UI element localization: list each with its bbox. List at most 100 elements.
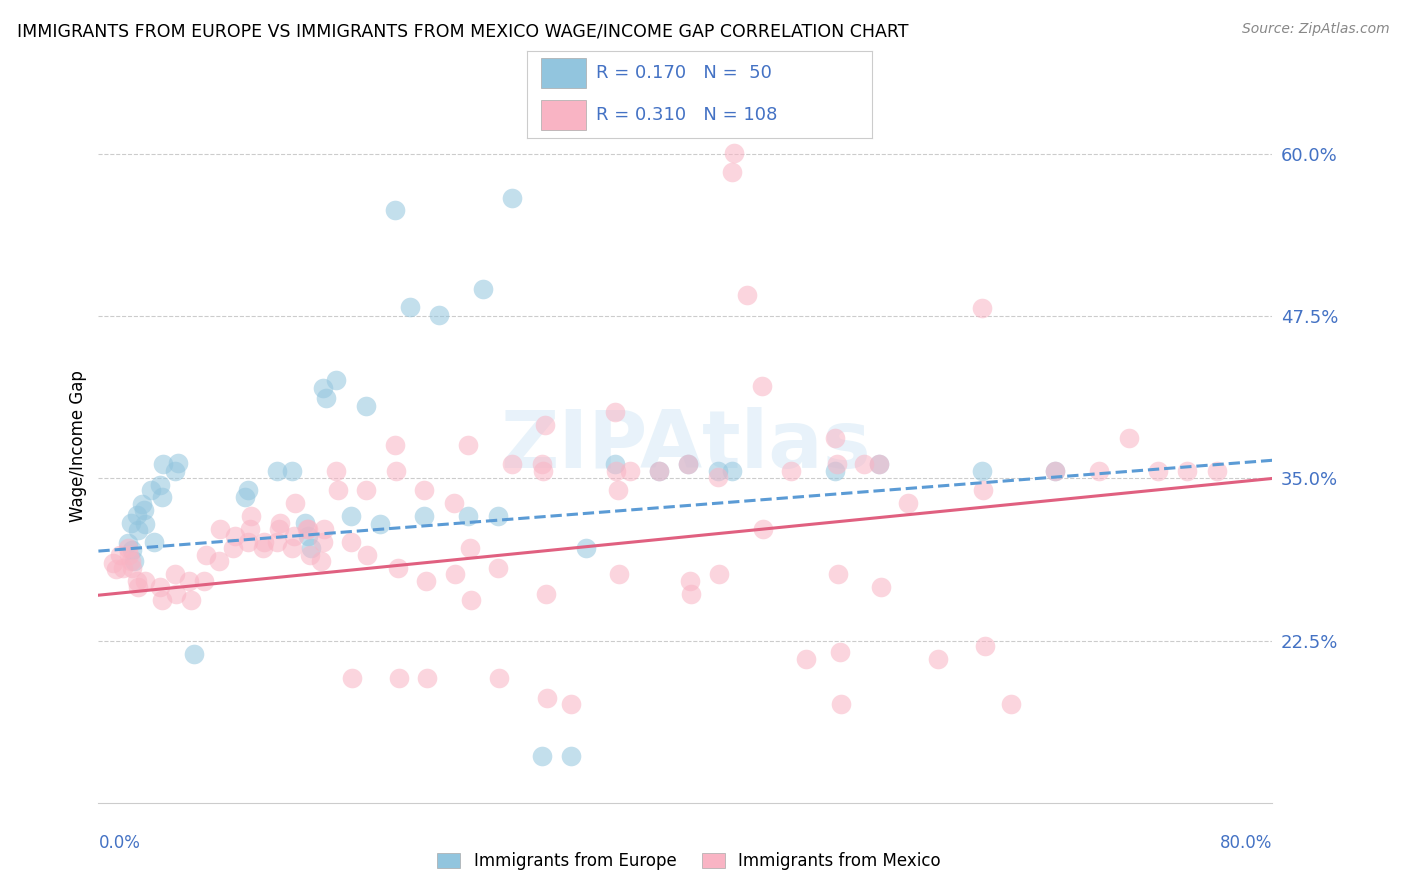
Point	[619, 464, 641, 478]
Point	[269, 516, 291, 530]
Point	[706, 464, 728, 478]
Point	[340, 535, 363, 549]
Point	[678, 457, 700, 471]
Point	[125, 574, 148, 588]
Point	[143, 535, 166, 549]
Point	[970, 464, 993, 478]
Point	[530, 749, 553, 764]
Point	[603, 405, 626, 419]
Point	[827, 567, 849, 582]
Point	[267, 522, 290, 536]
Point	[141, 483, 163, 497]
Point	[869, 581, 891, 595]
Point	[179, 574, 201, 588]
Point	[283, 528, 305, 542]
Point	[224, 528, 246, 542]
Point	[530, 457, 553, 471]
Point	[209, 522, 232, 536]
Point	[752, 522, 775, 536]
Point	[112, 561, 135, 575]
Point	[122, 554, 145, 568]
Point	[118, 548, 141, 562]
Point	[486, 509, 509, 524]
Text: R = 0.170   N =  50: R = 0.170 N = 50	[596, 63, 772, 82]
Point	[281, 464, 304, 478]
Point	[166, 456, 188, 470]
Point	[1147, 464, 1170, 478]
Point	[127, 524, 149, 538]
Point	[295, 522, 318, 536]
Point	[678, 457, 700, 471]
Point	[325, 464, 347, 478]
Text: IMMIGRANTS FROM EUROPE VS IMMIGRANTS FROM MEXICO WAGE/INCOME GAP CORRELATION CHA: IMMIGRANTS FROM EUROPE VS IMMIGRANTS FRO…	[17, 22, 908, 40]
Point	[1045, 464, 1067, 478]
Point	[603, 457, 626, 471]
Point	[297, 528, 319, 542]
Point	[132, 502, 155, 516]
Point	[413, 483, 436, 497]
Point	[605, 464, 627, 478]
Point	[384, 202, 406, 217]
Point	[443, 496, 465, 510]
Point	[312, 381, 335, 395]
Point	[1205, 464, 1227, 478]
Point	[314, 522, 336, 536]
Point	[560, 749, 582, 764]
Point	[125, 508, 148, 522]
Point	[794, 652, 817, 666]
Point	[356, 548, 378, 562]
Point	[1175, 464, 1198, 478]
Point	[183, 647, 205, 661]
Point	[152, 457, 174, 471]
Point	[312, 535, 335, 549]
Point	[824, 464, 846, 478]
Point	[413, 509, 436, 524]
Text: 0.0%: 0.0%	[98, 834, 141, 852]
Point	[416, 671, 439, 685]
Point	[311, 554, 333, 568]
Point	[973, 639, 995, 653]
Point	[387, 561, 409, 575]
Point	[315, 391, 337, 405]
Point	[488, 671, 510, 685]
Point	[236, 483, 259, 497]
Point	[121, 561, 143, 575]
Point	[354, 483, 377, 497]
Point	[471, 282, 494, 296]
Point	[681, 587, 703, 601]
Point	[927, 652, 949, 666]
Point	[284, 496, 307, 510]
Point	[281, 541, 304, 556]
Point	[193, 574, 215, 588]
Point	[131, 497, 153, 511]
Point	[297, 522, 319, 536]
Point	[110, 548, 132, 562]
Point	[868, 457, 890, 471]
Point	[709, 567, 731, 582]
Point	[222, 541, 245, 556]
Point	[105, 562, 128, 576]
Point	[609, 567, 631, 582]
Point	[150, 593, 173, 607]
Point	[1118, 431, 1140, 445]
Point	[501, 457, 523, 471]
Point	[340, 509, 363, 524]
Point	[240, 509, 263, 524]
Point	[180, 593, 202, 607]
Text: ZIPAtlas: ZIPAtlas	[501, 407, 870, 485]
Text: Source: ZipAtlas.com: Source: ZipAtlas.com	[1241, 22, 1389, 37]
Point	[233, 490, 256, 504]
Point	[294, 516, 316, 530]
Point	[536, 690, 558, 705]
Point	[648, 464, 671, 478]
Point	[723, 145, 745, 160]
Point	[868, 457, 890, 471]
Point	[457, 438, 479, 452]
Point	[388, 671, 411, 685]
Point	[1045, 464, 1067, 478]
Point	[150, 490, 173, 504]
Point	[751, 379, 773, 393]
Point	[415, 574, 437, 588]
Point	[149, 581, 172, 595]
Point	[486, 561, 509, 575]
